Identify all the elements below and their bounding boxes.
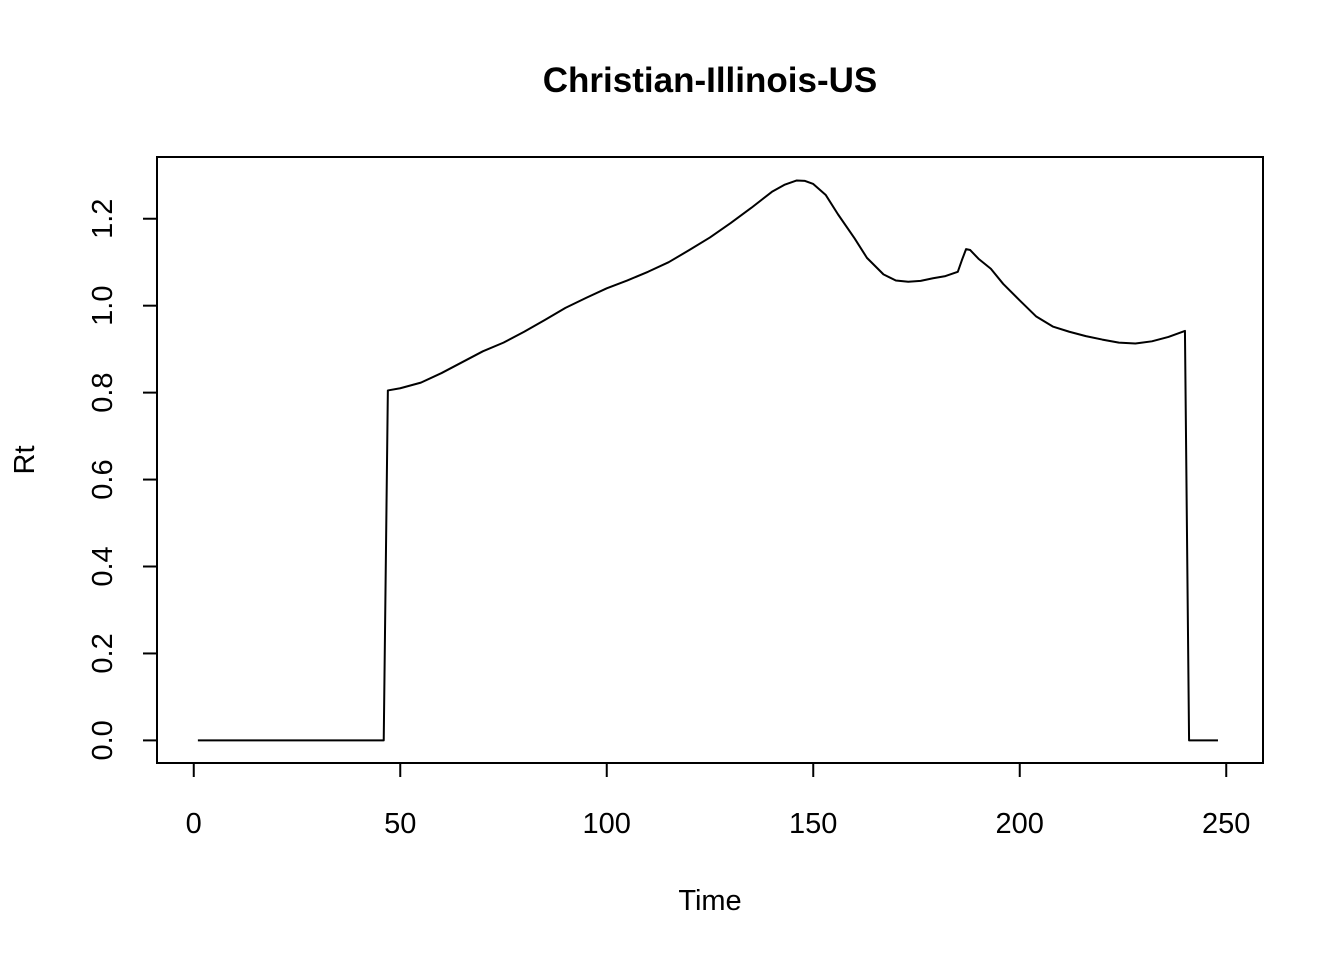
y-tick-label: 0.4 [87, 546, 119, 586]
y-tick-label: 1.2 [87, 199, 119, 239]
x-tick-label: 100 [583, 808, 631, 840]
chart-title: Christian-Illinois-US [543, 61, 877, 100]
x-tick-label: 50 [384, 808, 416, 840]
series-line [198, 180, 1218, 740]
x-tick-label: 0 [186, 808, 202, 840]
x-tick-label: 250 [1202, 808, 1250, 840]
series-layer [198, 180, 1218, 740]
x-tick-label: 150 [789, 808, 837, 840]
y-axis: 0.0 0.2 0.4 0.6 0.8 1.0 1.2 [87, 199, 157, 761]
plot-frame [157, 157, 1263, 763]
y-tick-label: 0.6 [87, 459, 119, 499]
y-tick-label: 0.8 [87, 372, 119, 412]
y-tick-label: 0.0 [87, 720, 119, 760]
x-axis: 0 50 100 150 200 250 [186, 763, 1251, 840]
y-axis-title: Rt [9, 446, 41, 475]
y-tick-label: 0.2 [87, 633, 119, 673]
x-axis-title: Time [678, 885, 741, 917]
y-tick-label: 1.0 [87, 286, 119, 326]
x-tick-label: 200 [996, 808, 1044, 840]
